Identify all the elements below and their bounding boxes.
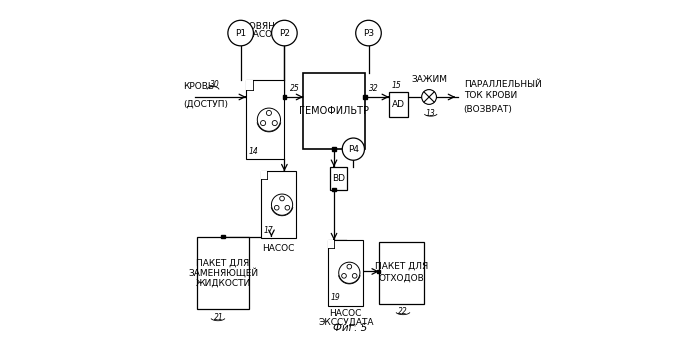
- Bar: [246, 80, 253, 90]
- Bar: [221, 235, 225, 238]
- Circle shape: [421, 90, 437, 104]
- Text: ГЕМОФИЛЬТР: ГЕМОФИЛЬТР: [299, 106, 369, 116]
- Circle shape: [274, 206, 279, 210]
- Circle shape: [342, 138, 365, 160]
- Circle shape: [272, 120, 277, 126]
- Text: Фиг. 5: Фиг. 5: [333, 323, 367, 333]
- Circle shape: [285, 206, 290, 210]
- Bar: [261, 171, 296, 238]
- Text: (ВОЗВРАТ): (ВОЗВРАТ): [463, 105, 512, 114]
- Text: 22: 22: [398, 307, 408, 316]
- Text: 30: 30: [211, 80, 220, 89]
- Text: P3: P3: [363, 29, 374, 38]
- Circle shape: [352, 274, 357, 278]
- Text: 13: 13: [426, 109, 435, 118]
- Circle shape: [267, 110, 272, 116]
- Text: ОТХОДОВ: ОТХОДОВ: [379, 273, 424, 282]
- Circle shape: [347, 264, 351, 269]
- Circle shape: [342, 274, 346, 278]
- Text: НАСОС: НАСОС: [262, 244, 295, 253]
- Bar: [330, 167, 347, 189]
- Text: 14: 14: [248, 147, 258, 156]
- Circle shape: [260, 120, 265, 126]
- Text: 17: 17: [263, 226, 273, 235]
- Text: BD: BD: [332, 174, 345, 183]
- Text: КРОВЬ: КРОВЬ: [183, 82, 214, 91]
- Bar: [328, 240, 363, 306]
- Bar: [246, 80, 284, 159]
- Bar: [332, 188, 336, 192]
- Text: ЗАМЕНЯЮЩЕЙ: ЗАМЕНЯЮЩЕЙ: [188, 268, 258, 278]
- Circle shape: [272, 20, 298, 46]
- Bar: [328, 240, 335, 248]
- Text: НАСОС: НАСОС: [330, 310, 362, 318]
- Bar: [303, 74, 365, 149]
- Text: 19: 19: [331, 293, 341, 302]
- Bar: [283, 95, 286, 99]
- Text: P4: P4: [348, 145, 359, 154]
- Bar: [379, 242, 424, 304]
- Text: P2: P2: [279, 29, 290, 38]
- Text: 25: 25: [290, 84, 300, 93]
- Text: 32: 32: [368, 84, 378, 93]
- Circle shape: [356, 20, 382, 46]
- Text: ПАРАЛЛЕЛЬНЫЙ: ПАРАЛЛЕЛЬНЫЙ: [463, 80, 542, 89]
- Bar: [363, 95, 367, 99]
- Circle shape: [280, 196, 284, 201]
- Bar: [377, 269, 380, 273]
- Text: ЗАЖИМ: ЗАЖИМ: [411, 75, 447, 83]
- Text: (ДОСТУП): (ДОСТУП): [183, 100, 228, 109]
- Circle shape: [228, 20, 253, 46]
- Text: 15: 15: [392, 81, 402, 90]
- Text: КРОВЯНОЙ: КРОВЯНОЙ: [237, 22, 288, 31]
- Text: НАСОС: НАСОС: [246, 30, 279, 39]
- Bar: [389, 92, 408, 117]
- Text: ПАКЕТ ДЛЯ: ПАКЕТ ДЛЯ: [197, 258, 250, 267]
- Bar: [261, 171, 267, 179]
- Text: P1: P1: [235, 29, 246, 38]
- Bar: [332, 147, 336, 151]
- Text: ЖИДКОСТИ: ЖИДКОСТИ: [195, 278, 251, 287]
- Text: ПАКЕТ ДЛЯ: ПАКЕТ ДЛЯ: [374, 262, 428, 271]
- Text: ЭКССУДАТА: ЭКССУДАТА: [318, 317, 374, 326]
- Text: AD: AD: [392, 100, 405, 109]
- Bar: [197, 237, 249, 309]
- Text: ТОК КРОВИ: ТОК КРОВИ: [463, 91, 517, 101]
- Text: 21: 21: [214, 313, 223, 322]
